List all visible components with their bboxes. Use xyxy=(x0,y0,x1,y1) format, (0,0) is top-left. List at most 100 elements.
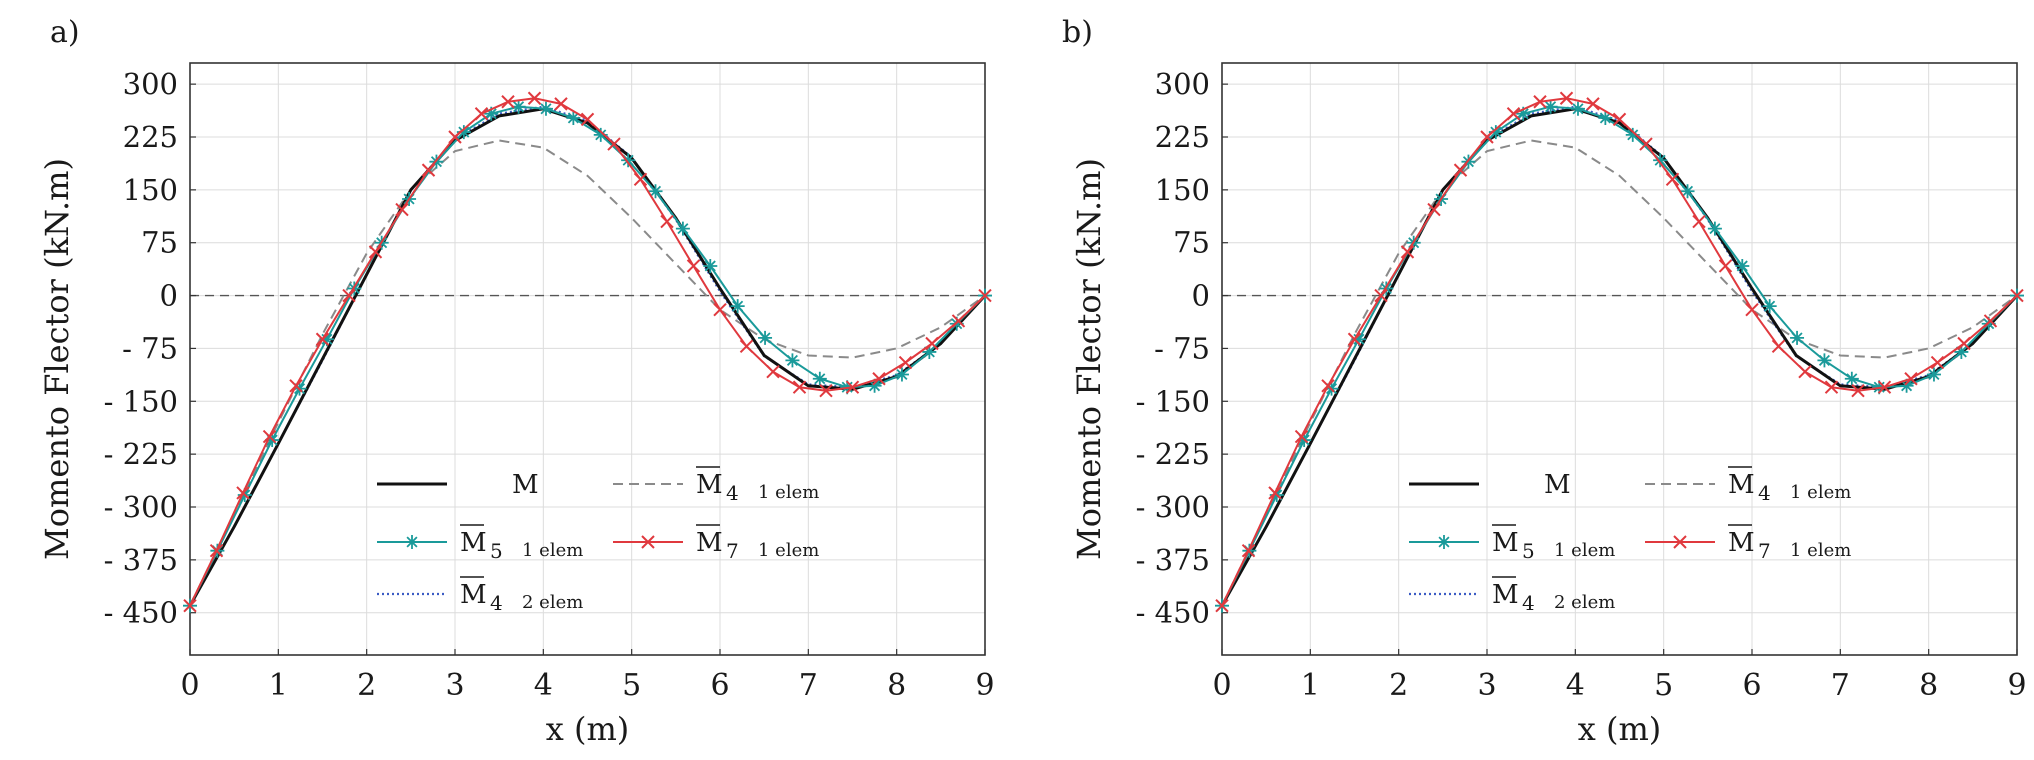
legend-label-subscript: 7 xyxy=(726,539,739,563)
legend-label-symbol: M xyxy=(1492,580,1519,610)
x-marker xyxy=(1692,214,1706,229)
x-tick-label: 4 xyxy=(534,668,553,703)
y-tick-label: - 300 xyxy=(1136,490,1210,524)
x-marker xyxy=(1586,97,1600,111)
x-marker xyxy=(1427,202,1441,217)
legend-label-suffix: 2 elem xyxy=(1554,592,1615,613)
star-marker xyxy=(730,299,745,314)
star-marker xyxy=(456,125,471,140)
x-marker xyxy=(1506,107,1521,121)
x-tick-label: 4 xyxy=(1566,668,1585,703)
x-marker xyxy=(1930,355,1945,370)
y-tick-label: 75 xyxy=(1173,226,1210,260)
x-marker xyxy=(1268,486,1282,500)
series-line xyxy=(189,105,986,607)
legend-label-symbol: M xyxy=(1728,528,1755,558)
x-marker xyxy=(395,202,409,217)
y-tick-label: - 150 xyxy=(1136,384,1210,418)
y-tick-label: - 225 xyxy=(1136,437,1210,471)
series-line xyxy=(189,105,986,607)
x-tick-label: 1 xyxy=(1301,668,1320,703)
x-marker xyxy=(792,380,807,394)
star-marker xyxy=(405,535,419,549)
legend-label-suffix: 1 elem xyxy=(758,540,819,561)
legend-label-subscript: 5 xyxy=(1522,539,1535,563)
x-marker xyxy=(236,486,250,500)
x-marker xyxy=(368,245,383,259)
x-tick-label: 0 xyxy=(180,668,199,703)
star-marker xyxy=(1926,367,1941,382)
star-marker xyxy=(1680,184,1695,199)
x-marker xyxy=(554,97,568,111)
x-marker xyxy=(1480,130,1494,144)
x-marker xyxy=(1374,288,1388,303)
x-marker xyxy=(474,107,489,121)
star-marker xyxy=(675,221,690,236)
star-marker xyxy=(1762,299,1777,314)
x-tick-label: 6 xyxy=(710,668,729,703)
x-marker xyxy=(580,112,595,127)
x-tick-label: 7 xyxy=(799,668,818,703)
legend-label-suffix: 2 elem xyxy=(522,592,583,613)
series-line xyxy=(188,107,987,607)
x-marker xyxy=(925,336,939,351)
y-tick-label: 300 xyxy=(123,67,178,101)
star-marker xyxy=(511,99,526,114)
star-marker xyxy=(1598,110,1613,125)
star-marker xyxy=(319,332,334,347)
y-tick-label: - 150 xyxy=(104,384,178,418)
y-tick-label: 75 xyxy=(141,226,178,260)
legend-label-suffix: 1 elem xyxy=(1554,540,1615,561)
star-marker xyxy=(1653,153,1668,168)
legend-label-symbol: M xyxy=(1492,528,1519,558)
x-marker xyxy=(633,172,648,186)
x-marker xyxy=(641,535,655,549)
x-marker xyxy=(713,302,727,317)
x-tick-label: 3 xyxy=(445,668,464,703)
x-marker xyxy=(1957,336,1971,351)
x-marker xyxy=(448,130,462,144)
x-marker xyxy=(1400,245,1415,259)
x-marker xyxy=(2010,288,2024,303)
star-marker xyxy=(1437,535,1451,549)
x-marker xyxy=(1347,332,1362,346)
plot-frame xyxy=(1221,62,2018,656)
x-axis-label: x (m) xyxy=(546,710,630,748)
star-marker xyxy=(758,330,773,345)
panel-label: b) xyxy=(1062,15,1093,50)
x-marker xyxy=(1798,364,1812,379)
legend-label-subscript: 4 xyxy=(726,481,739,505)
legend-label-symbol: M xyxy=(696,528,723,558)
series-line xyxy=(189,139,986,607)
y-tick-label: - 225 xyxy=(104,437,178,471)
star-marker xyxy=(484,106,499,121)
plot-frame xyxy=(189,62,986,656)
x-marker xyxy=(342,288,356,303)
x-tick-label: 3 xyxy=(1477,668,1496,703)
x-marker xyxy=(527,91,542,105)
x-marker xyxy=(1321,379,1335,393)
x-marker xyxy=(1665,172,1680,186)
y-tick-label: - 375 xyxy=(104,543,178,577)
legend-label-suffix: 1 elem xyxy=(1790,482,1851,503)
legend-label-suffix: 1 elem xyxy=(758,482,819,503)
legend-label-symbol: M xyxy=(460,580,487,610)
star-marker xyxy=(867,378,882,393)
star-marker xyxy=(1570,101,1585,116)
x-tick-label: 0 xyxy=(1212,668,1231,703)
y-tick-label: - 300 xyxy=(104,490,178,524)
x-tick-label: 2 xyxy=(357,668,376,703)
star-marker xyxy=(1817,353,1832,368)
legend-label-symbol: M xyxy=(1728,470,1755,500)
x-marker xyxy=(1745,302,1759,317)
x-marker xyxy=(209,543,224,558)
y-tick-label: 150 xyxy=(1155,173,1210,207)
y-tick-label: - 75 xyxy=(1154,331,1210,365)
series-line xyxy=(1221,105,2018,607)
y-tick-label: 300 xyxy=(1155,67,1210,101)
series-line xyxy=(189,97,986,607)
x-marker xyxy=(315,332,330,346)
star-marker xyxy=(538,101,553,116)
star-marker xyxy=(1351,332,1366,347)
